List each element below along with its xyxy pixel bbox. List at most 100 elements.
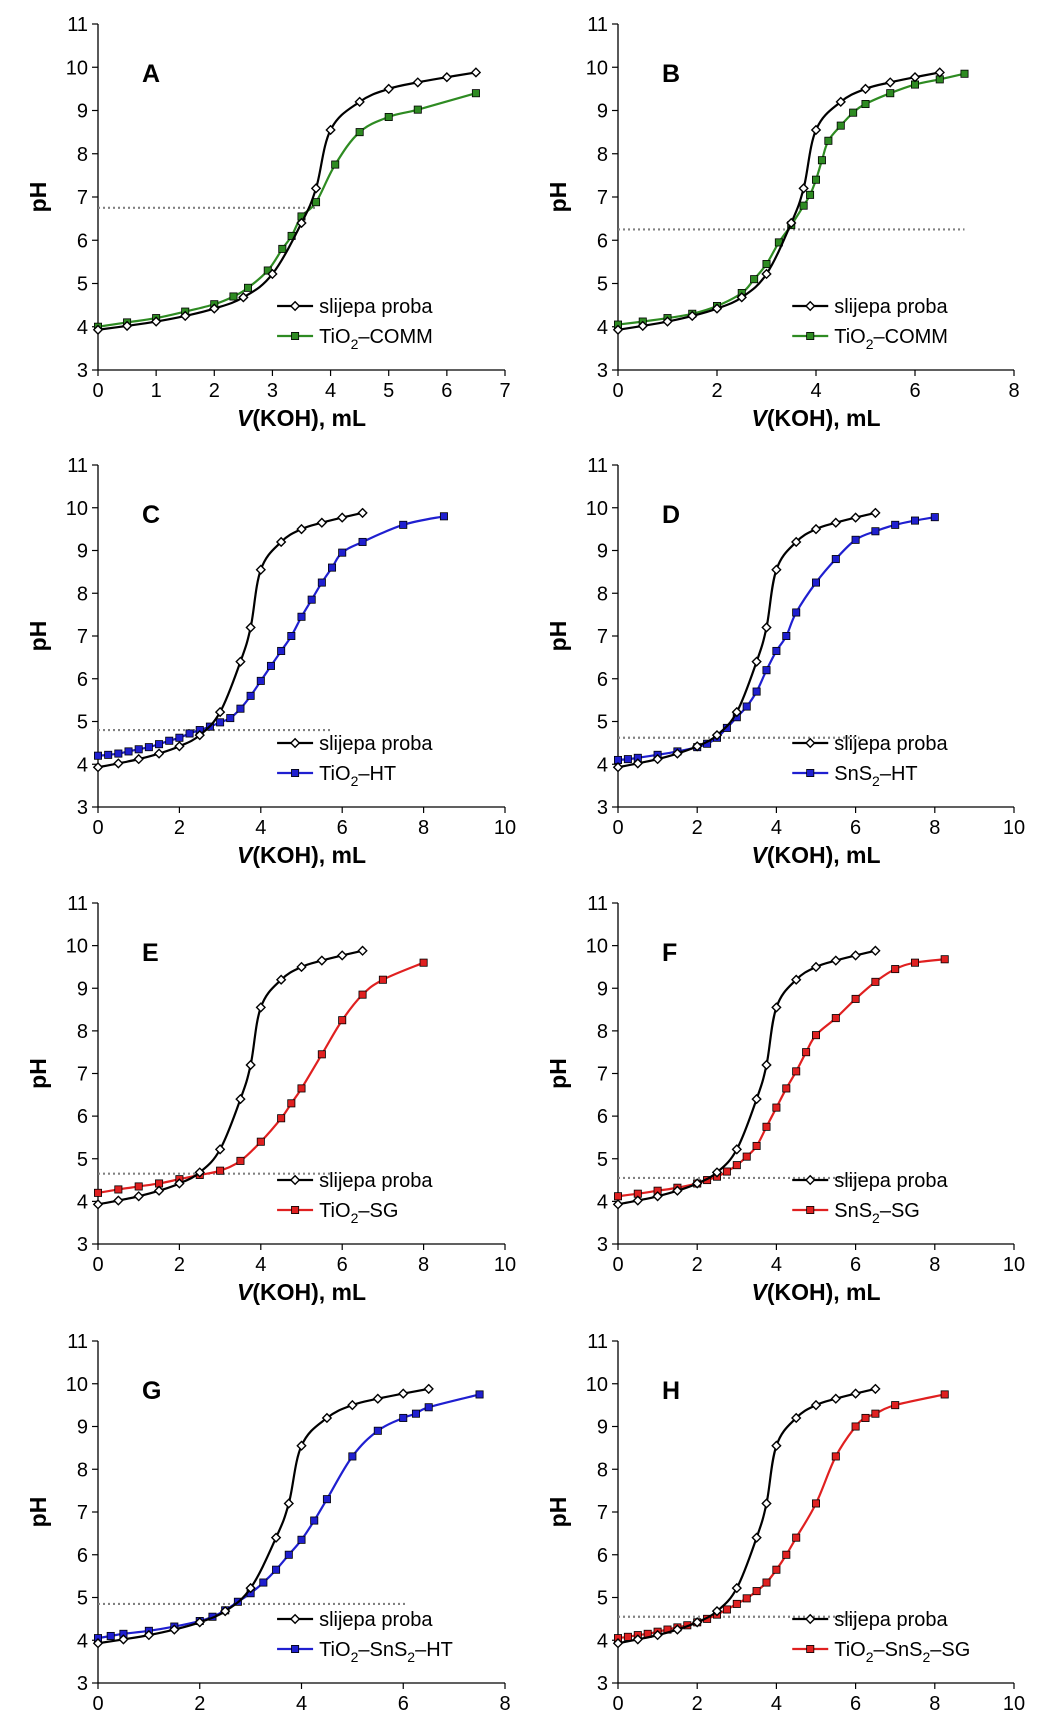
data-point [891,520,900,529]
x-tick-label: 8 [418,817,429,839]
data-point [321,1412,333,1424]
data-point [930,513,939,522]
legend-label: slijepa proba [834,296,948,318]
panel-letter: C [142,501,160,529]
y-tick-label: 4 [597,1191,608,1213]
series-sample [94,512,448,760]
data-point [216,718,225,727]
data-point [711,1167,723,1178]
data-point [782,632,791,641]
data-point [799,201,808,210]
data-point [297,1535,306,1544]
data-point [412,77,423,88]
legend-label: slijepa proba [319,1170,433,1192]
legend-label: slijepa proba [834,1170,948,1192]
data-point [871,1409,880,1418]
y-tick-label: 4 [597,317,608,339]
y-tick-label: 11 [587,1331,608,1353]
data-point [238,292,249,303]
legend-label-part: slijepa proba [319,1170,433,1192]
data-point [297,612,306,621]
data-point [672,1185,683,1196]
data-point [316,955,328,966]
legend-label: TiO2–COMM [834,326,948,352]
data-point [150,316,162,327]
data-point [310,183,322,194]
data-point [772,646,781,655]
data-point [940,1390,949,1399]
x-tick-label: 3 [267,380,278,402]
data-point [614,1192,623,1201]
data-point [831,1014,840,1023]
y-tick-label: 4 [77,754,88,776]
data-point [354,96,365,108]
data-point [861,1413,870,1422]
data-point [830,1393,841,1404]
data-point [810,961,822,973]
data-point [372,1393,384,1404]
x-axis-label-italic: V [237,842,254,868]
y-tick-label: 8 [77,583,88,605]
data-point [378,975,387,984]
x-tick-label: 10 [1003,1693,1025,1715]
y-tick-label: 7 [77,187,88,209]
data-point [612,324,624,335]
y-tick-label: 3 [597,360,608,382]
legend-swatch-marker [291,1206,300,1215]
y-tick-label: 3 [597,1234,608,1256]
y-tick-label: 9 [77,101,88,123]
data-point [337,512,348,523]
x-tick-label: 0 [612,380,623,402]
data-point [771,1002,782,1013]
y-tick-label: 7 [77,1502,88,1524]
data-point [245,622,256,633]
data-point [347,1399,358,1411]
y-tick-label: 6 [597,1545,608,1567]
data-point [870,507,881,519]
series-blank [612,67,945,335]
data-point [612,1638,624,1649]
data-point [812,175,821,184]
data-point [256,1137,265,1146]
x-tick-label: 4 [296,1693,307,1715]
series-sample [614,69,969,329]
y-tick-label: 11 [67,1331,88,1353]
series-blank [612,945,881,1210]
data-point [214,1144,226,1155]
data-point [277,1114,286,1123]
legend-swatch-marker [805,300,816,312]
data-point [246,691,255,700]
data-point [229,292,238,301]
data-point [94,1188,103,1197]
y-tick-label: 5 [597,274,608,296]
data-point [772,1103,781,1112]
data-point [275,974,287,985]
y-axis-label: pH [545,621,571,652]
series-sample [614,955,949,1201]
legend: slijepa proba SnS2–SG [792,1170,949,1226]
data-point [806,190,815,199]
x-axis-label: V(KOH), mL [237,1279,366,1305]
data-point [174,741,185,752]
data-point [144,743,153,752]
data-point [165,736,174,745]
x-tick-label: 4 [771,817,782,839]
data-point [870,1383,881,1395]
series-sample [614,1390,949,1643]
data-point [328,563,337,572]
legend-label-part: TiO [319,1639,350,1661]
data-point [934,67,945,78]
data-point [652,1191,663,1202]
panel-letter: A [142,60,160,88]
data-point [441,72,453,83]
data-point [219,1605,231,1617]
data-point [761,622,772,633]
data-point [870,945,881,956]
x-axis-label-italic: V [751,405,768,431]
y-tick-label: 11 [587,455,608,477]
